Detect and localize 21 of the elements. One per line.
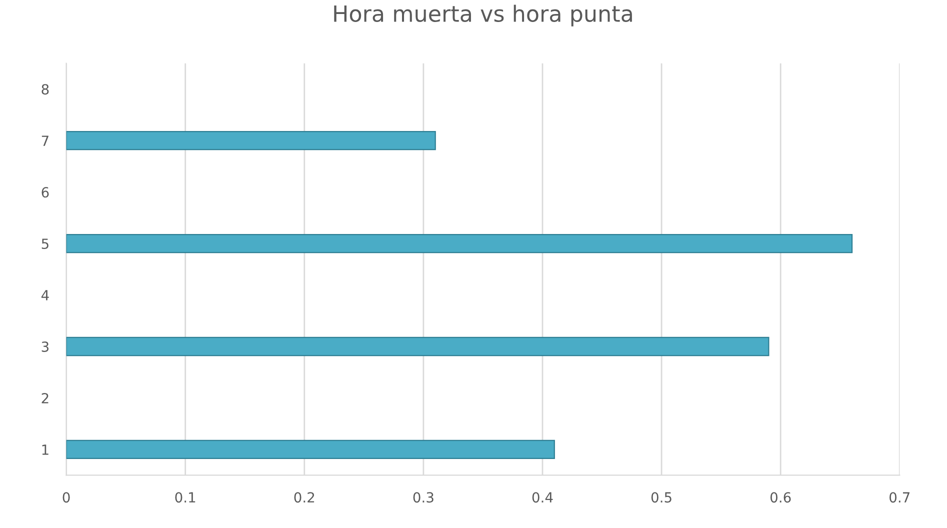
x-tick-label: 0 (62, 492, 70, 503)
bar (66, 440, 555, 460)
bar (66, 336, 770, 356)
x-tick-label: 0.1 (175, 492, 196, 503)
y-tick-label: 5 (42, 238, 48, 250)
x-tick-label: 0.4 (532, 492, 553, 503)
y-tick-label: 4 (41, 290, 49, 300)
bar (66, 131, 436, 150)
y-tick-label: 2 (42, 392, 48, 404)
y-tick-label: 6 (42, 187, 49, 198)
chart-title: Hora muerta vs hora punta (334, 4, 632, 26)
y-tick-label: 1 (42, 444, 48, 455)
x-tick-label: 0.5 (651, 492, 672, 503)
y-tick-label: 8 (42, 84, 49, 95)
y-tick-label: 7 (42, 136, 48, 146)
x-tick-label: 0.6 (770, 492, 791, 503)
bar (66, 234, 853, 254)
y-tick-label: 3 (42, 341, 49, 352)
x-tick-label: 0.3 (413, 492, 434, 503)
x-tick-label: 0.2 (294, 492, 314, 503)
x-tick-label: 0.7 (890, 492, 910, 503)
